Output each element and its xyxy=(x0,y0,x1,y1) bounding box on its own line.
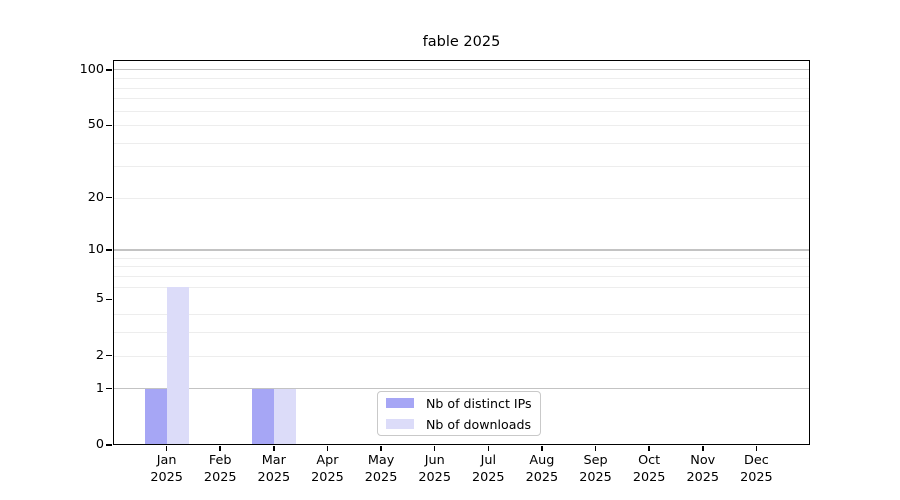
bar-downloads xyxy=(273,388,296,445)
x-tick-month: Oct xyxy=(638,453,661,468)
x-tick-label: Aug 2025 xyxy=(510,452,574,486)
y-tick-label: 5 xyxy=(95,291,104,307)
x-tick-mark xyxy=(273,446,275,451)
y-tick-mark xyxy=(106,196,112,199)
legend: Nb of distinct IPs Nb of downloads xyxy=(377,391,541,436)
x-tick-label: Oct 2025 xyxy=(617,452,681,486)
x-tick-year: 2025 xyxy=(311,470,344,485)
x-tick-year: 2025 xyxy=(257,470,291,485)
x-tick-label: Feb 2025 xyxy=(188,452,252,486)
legend-label-downloads: Nb of downloads xyxy=(426,416,532,432)
x-tick-year: 2025 xyxy=(418,470,451,485)
x-tick-mark xyxy=(219,446,221,451)
x-tick-year: 2025 xyxy=(472,470,505,485)
x-tick-year: 2025 xyxy=(525,470,559,485)
y-tick-mark xyxy=(106,387,112,390)
gridline-minor xyxy=(113,78,810,80)
y-tick-label: 10 xyxy=(87,242,104,258)
x-tick-month: Dec xyxy=(743,453,769,468)
x-tick-month: Nov xyxy=(690,453,716,468)
x-tick-month: Jan xyxy=(156,453,177,468)
y-tick-mark xyxy=(106,354,112,357)
bar-downloads xyxy=(166,286,189,445)
x-tick-mark xyxy=(594,446,597,451)
x-tick-mark xyxy=(702,446,704,451)
bar-distinct-ips xyxy=(144,388,167,445)
x-tick-year: 2025 xyxy=(364,470,398,485)
y-tick-label: 1 xyxy=(95,380,104,396)
x-tick-mark xyxy=(755,446,758,451)
gridline-minor xyxy=(113,87,810,89)
gridline-minor xyxy=(113,143,810,145)
x-tick-mark xyxy=(541,446,543,451)
x-tick-month: Aug xyxy=(529,453,555,468)
gridline-major xyxy=(113,249,810,251)
x-tick-year: 2025 xyxy=(203,470,237,485)
gridline-major xyxy=(113,69,810,71)
x-tick-month: Sep xyxy=(583,453,608,468)
x-tick-label: Mar 2025 xyxy=(242,452,306,486)
x-tick-year: 2025 xyxy=(150,470,183,485)
y-tick-mark xyxy=(106,249,112,251)
gridline-minor xyxy=(113,257,810,259)
y-tick-label: 50 xyxy=(87,117,104,133)
gridline-minor xyxy=(113,98,810,100)
x-tick-mark xyxy=(648,446,650,451)
gridline-major xyxy=(113,388,810,390)
x-tick-label: Dec 2025 xyxy=(724,452,788,486)
x-tick-month: Apr xyxy=(316,453,339,468)
x-tick-label: Sep 2025 xyxy=(564,452,628,486)
x-tick-mark xyxy=(380,446,382,451)
y-tick-label: 20 xyxy=(87,189,104,205)
y-tick-label: 100 xyxy=(79,61,104,77)
gridline-minor xyxy=(113,165,810,167)
x-tick-mark xyxy=(165,446,168,451)
x-tick-month: Jul xyxy=(480,453,497,468)
y-tick-mark xyxy=(106,298,112,301)
x-tick-label: Jun 2025 xyxy=(403,452,467,486)
x-tick-year: 2025 xyxy=(686,470,720,485)
x-tick-label: Apr 2025 xyxy=(295,452,359,486)
x-tick-year: 2025 xyxy=(632,470,666,485)
gridline-minor xyxy=(113,125,810,127)
x-tick-month: Jun xyxy=(424,453,445,468)
y-tick-mark xyxy=(106,124,112,127)
gridline-minor xyxy=(113,314,810,316)
gridline-minor xyxy=(113,355,810,357)
legend-swatch-distinct-ips xyxy=(386,398,414,408)
chart-title: fable 2025 xyxy=(422,34,501,50)
bar-distinct-ips xyxy=(251,388,274,445)
legend-item-downloads: Nb of downloads xyxy=(386,417,540,432)
gridline-minor xyxy=(113,266,810,268)
x-tick-label: May 2025 xyxy=(349,452,413,486)
x-tick-label: Jan 2025 xyxy=(135,452,199,486)
x-tick-mark xyxy=(433,446,436,451)
legend-item-distinct-ips: Nb of distinct IPs xyxy=(386,396,540,411)
legend-label-distinct-ips: Nb of distinct IPs xyxy=(426,395,532,411)
gridline-minor xyxy=(113,197,810,199)
x-tick-month: Mar xyxy=(261,453,286,468)
x-tick-mark xyxy=(487,446,490,451)
gridline-minor xyxy=(113,332,810,334)
x-tick-year: 2025 xyxy=(579,470,612,485)
x-tick-label: Nov 2025 xyxy=(671,452,735,486)
plot-area: Nb of distinct IPs Nb of downloads xyxy=(113,60,810,445)
x-tick-month: May xyxy=(367,453,395,468)
gridline-minor xyxy=(113,275,810,277)
y-tick-mark xyxy=(106,444,112,446)
x-tick-mark xyxy=(326,446,329,451)
x-tick-label: Jul 2025 xyxy=(456,452,520,486)
gridline-minor xyxy=(113,110,810,112)
x-tick-month: Feb xyxy=(208,453,232,468)
y-tick-mark xyxy=(106,69,112,71)
legend-swatch-downloads xyxy=(386,419,414,429)
gridline-minor xyxy=(113,286,810,288)
x-tick-year: 2025 xyxy=(740,470,773,485)
y-tick-label: 0 xyxy=(95,437,104,452)
y-tick-label: 2 xyxy=(95,347,104,363)
